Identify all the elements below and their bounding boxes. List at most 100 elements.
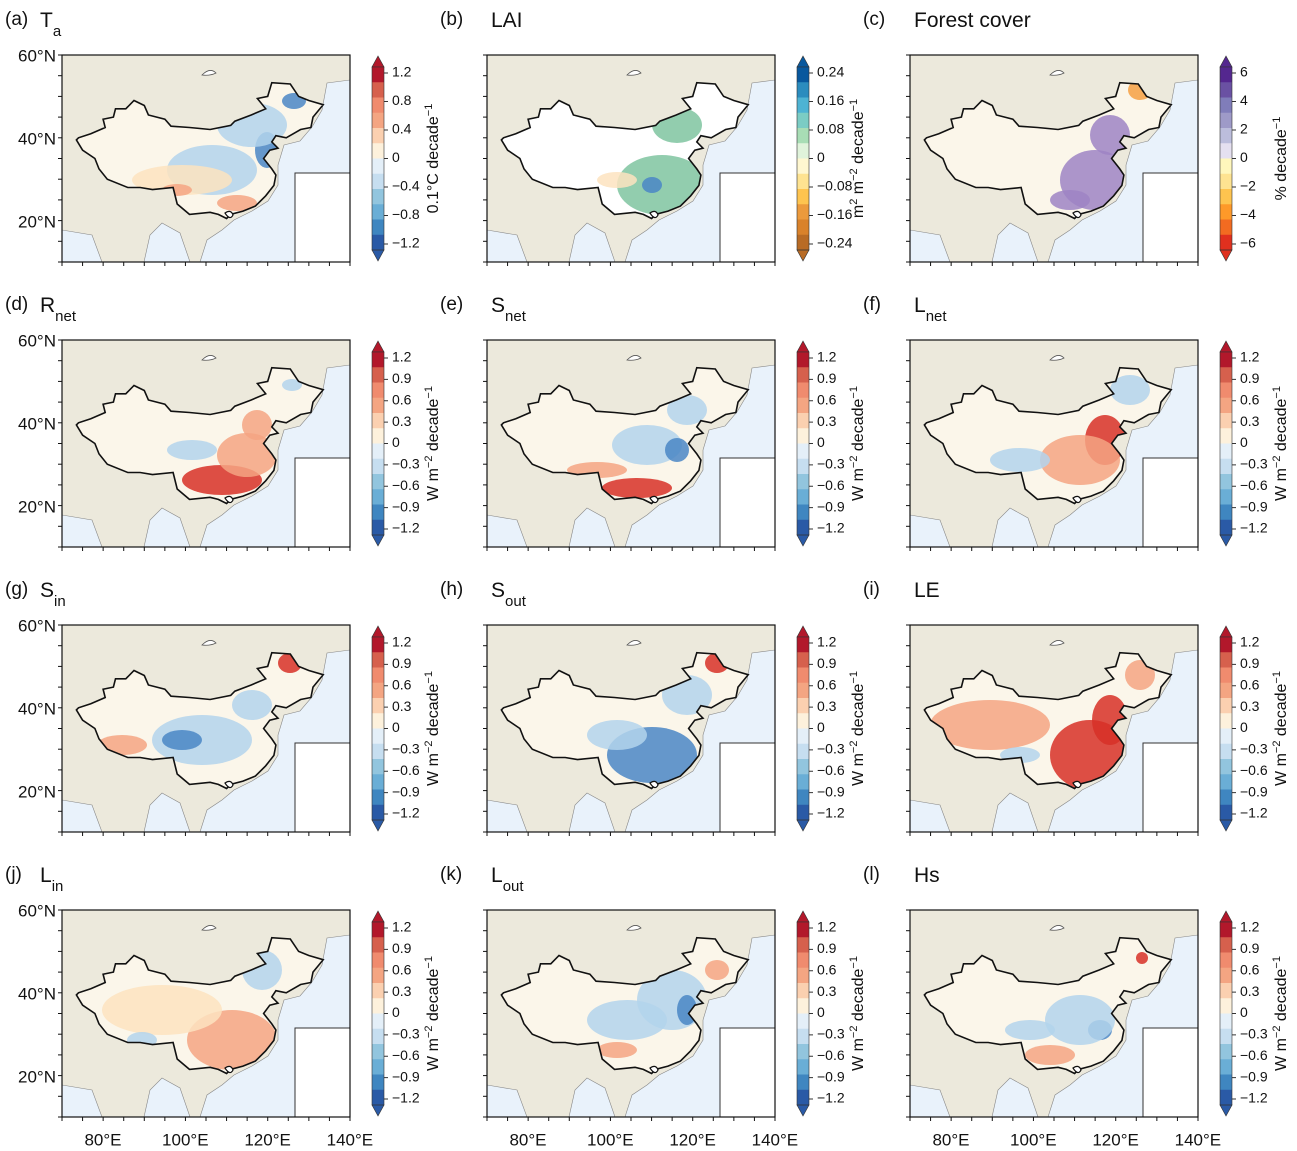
map bbox=[906, 624, 1199, 836]
colorbar-segment bbox=[797, 998, 809, 1014]
colorbar-label: −1.2 bbox=[817, 1090, 845, 1106]
colorbar-segment bbox=[372, 983, 384, 999]
colorbar-segment bbox=[372, 1089, 384, 1106]
field bbox=[132, 93, 306, 211]
lon-label: 80°E bbox=[932, 1130, 969, 1149]
colorbar-segment bbox=[797, 1044, 809, 1060]
unit-text: decade bbox=[1273, 398, 1290, 455]
colorbar-label: 1.2 bbox=[392, 64, 412, 80]
colorbar-label: 0 bbox=[392, 1004, 400, 1020]
colorbar-segment bbox=[1220, 983, 1232, 999]
title-main: LAI bbox=[491, 9, 523, 32]
colorbar-end bbox=[371, 249, 385, 262]
inset bbox=[1142, 172, 1198, 262]
title-main: S bbox=[491, 294, 505, 317]
unit-text: decade bbox=[425, 683, 442, 740]
colorbar-end bbox=[1219, 819, 1233, 832]
panel-title: Rnet bbox=[40, 294, 77, 325]
unit-exponent: −2 bbox=[848, 1026, 860, 1039]
panel-label: (a) bbox=[5, 9, 28, 30]
colorbar-label: 0.4 bbox=[392, 121, 412, 137]
field-patch bbox=[587, 1000, 667, 1040]
lat-label: 20°N bbox=[18, 497, 56, 516]
colorbar-segment bbox=[372, 128, 384, 144]
colorbar-unit: W m−2 decade−1 bbox=[423, 671, 442, 786]
colorbar-label: −1.2 bbox=[392, 1090, 420, 1106]
panel-label: (h) bbox=[440, 579, 463, 600]
colorbar-segment bbox=[1220, 128, 1232, 144]
map bbox=[906, 909, 1199, 1121]
colorbar-segment bbox=[372, 189, 384, 205]
colorbar-segment bbox=[1220, 443, 1232, 460]
inset bbox=[1142, 1027, 1198, 1117]
map-body bbox=[487, 625, 775, 832]
unit-text: W m bbox=[1273, 1038, 1290, 1071]
colorbar-segment bbox=[797, 489, 809, 505]
unit-exponent: −2 bbox=[848, 168, 860, 181]
map-body bbox=[487, 340, 775, 547]
colorbar-end bbox=[1219, 625, 1233, 638]
colorbar-segment bbox=[1220, 82, 1232, 98]
colorbar-label: −0.6 bbox=[1240, 1047, 1268, 1063]
unit-text: W m bbox=[1273, 468, 1290, 501]
island bbox=[649, 1065, 659, 1074]
colorbar-label: −1.2 bbox=[1240, 1090, 1268, 1106]
unit-text: W m bbox=[850, 1038, 867, 1071]
colorbar-segment bbox=[797, 219, 809, 236]
colorbar-end bbox=[796, 910, 810, 923]
field bbox=[990, 375, 1150, 485]
unit-exponent: −2 bbox=[423, 1026, 435, 1039]
unit-text: decade bbox=[1273, 968, 1290, 1025]
lat-label: 40°N bbox=[18, 129, 56, 148]
inset bbox=[1142, 742, 1198, 832]
colorbar-label: 0 bbox=[1240, 1004, 1248, 1020]
map-body bbox=[487, 55, 775, 262]
lake bbox=[1049, 70, 1065, 76]
map bbox=[58, 54, 351, 266]
map-body bbox=[62, 55, 350, 262]
colorbar-label: −0.3 bbox=[1240, 456, 1268, 472]
field-patch bbox=[1090, 115, 1130, 155]
colorbar-segment bbox=[1220, 922, 1232, 938]
panel-title: Snet bbox=[491, 294, 527, 325]
colorbar-label: −1.2 bbox=[1240, 520, 1268, 536]
unit-exponent: −1 bbox=[423, 671, 435, 684]
colorbar-segment bbox=[797, 637, 809, 653]
island bbox=[1072, 780, 1082, 789]
colorbar-segment bbox=[372, 682, 384, 699]
colorbar-segment bbox=[372, 504, 384, 521]
colorbar-segment bbox=[797, 189, 809, 205]
colorbar-segment bbox=[797, 983, 809, 999]
colorbar-segment bbox=[372, 1074, 384, 1091]
lon-label: 140°E bbox=[327, 1130, 374, 1149]
colorbar-segment bbox=[1220, 1074, 1232, 1091]
title-main: L bbox=[491, 864, 503, 887]
colorbar-label: −1.2 bbox=[392, 805, 420, 821]
unit-exponent: −2 bbox=[848, 741, 860, 754]
colorbar-end bbox=[371, 625, 385, 638]
panel-title: Sout bbox=[491, 579, 527, 610]
colorbar-label: 0.6 bbox=[392, 391, 412, 407]
unit-text: 0.1°C decade bbox=[425, 116, 442, 213]
map bbox=[906, 54, 1199, 266]
colorbar-label: −0.6 bbox=[392, 477, 420, 493]
colorbar-segment bbox=[372, 397, 384, 414]
colorbar-segment bbox=[797, 713, 809, 729]
map bbox=[483, 54, 776, 266]
field bbox=[1005, 952, 1148, 1065]
field-patch bbox=[602, 478, 672, 498]
field-patch bbox=[705, 960, 729, 980]
title-main: T bbox=[40, 9, 53, 32]
field-patch bbox=[665, 438, 689, 462]
colorbar-segment bbox=[797, 1089, 809, 1106]
colorbar-segment bbox=[372, 428, 384, 444]
map-body bbox=[910, 910, 1198, 1117]
colorbar-segment bbox=[1220, 519, 1232, 536]
colorbar-label: 1.2 bbox=[392, 919, 412, 935]
island bbox=[1072, 1065, 1082, 1074]
lon-label: 120°E bbox=[244, 1130, 291, 1149]
colorbar-label: 0 bbox=[817, 149, 825, 165]
colorbar-segment bbox=[797, 173, 809, 190]
panel-label: (k) bbox=[440, 864, 462, 885]
colorbar-end bbox=[371, 340, 385, 353]
